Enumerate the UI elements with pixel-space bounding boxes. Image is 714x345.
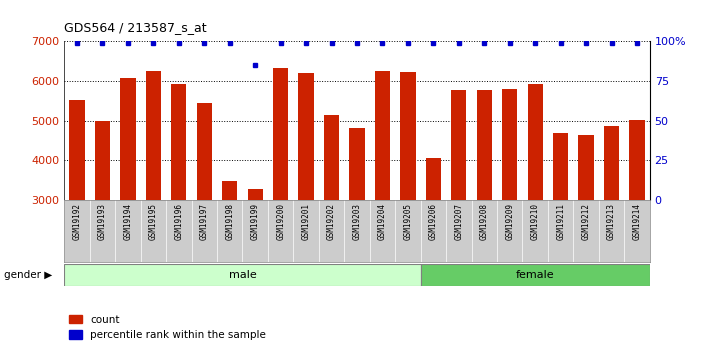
Bar: [298, 73, 313, 200]
Text: GSM19192: GSM19192: [73, 203, 81, 240]
Text: GSM19214: GSM19214: [633, 203, 641, 240]
Bar: [451, 90, 466, 200]
Text: gender ▶: gender ▶: [4, 270, 52, 280]
Text: GSM19202: GSM19202: [327, 203, 336, 240]
Text: GSM19210: GSM19210: [531, 203, 540, 240]
Text: GSM19213: GSM19213: [607, 203, 616, 240]
Bar: [196, 103, 212, 200]
Text: GSM19197: GSM19197: [200, 203, 208, 240]
Bar: [64, 264, 421, 286]
Legend: count, percentile rank within the sample: count, percentile rank within the sample: [69, 315, 266, 340]
Text: GSM19209: GSM19209: [506, 203, 514, 240]
Text: GSM19201: GSM19201: [301, 203, 311, 240]
Text: GSM19195: GSM19195: [149, 203, 158, 240]
Bar: [248, 189, 263, 200]
Bar: [604, 126, 619, 200]
Bar: [629, 120, 645, 200]
Bar: [477, 90, 492, 200]
Text: GSM19204: GSM19204: [378, 203, 387, 240]
Text: GSM19194: GSM19194: [124, 203, 132, 240]
Bar: [502, 89, 518, 200]
Text: male: male: [228, 270, 256, 280]
Text: GSM19211: GSM19211: [556, 203, 565, 240]
Text: GSM19203: GSM19203: [353, 203, 361, 240]
Text: GSM19205: GSM19205: [403, 203, 413, 240]
Text: GSM19198: GSM19198: [225, 203, 234, 240]
Text: GSM19207: GSM19207: [454, 203, 463, 240]
Bar: [273, 68, 288, 200]
Bar: [146, 71, 161, 200]
Bar: [95, 121, 110, 200]
Bar: [401, 72, 416, 200]
Text: GSM19208: GSM19208: [480, 203, 489, 240]
Text: GSM19199: GSM19199: [251, 203, 260, 240]
Bar: [426, 158, 441, 200]
Bar: [69, 100, 85, 200]
Bar: [171, 84, 186, 200]
Text: GSM19193: GSM19193: [98, 203, 107, 240]
Text: GSM19196: GSM19196: [174, 203, 183, 240]
Text: female: female: [516, 270, 555, 280]
Bar: [421, 264, 650, 286]
Text: GDS564 / 213587_s_at: GDS564 / 213587_s_at: [64, 21, 207, 34]
Bar: [120, 78, 136, 200]
Bar: [349, 128, 365, 200]
Text: GSM19206: GSM19206: [429, 203, 438, 240]
Bar: [222, 181, 237, 200]
Text: GSM19200: GSM19200: [276, 203, 285, 240]
Bar: [324, 115, 339, 200]
Bar: [528, 84, 543, 200]
Bar: [375, 71, 390, 200]
Bar: [578, 135, 594, 200]
Bar: [553, 134, 568, 200]
Text: GSM19212: GSM19212: [582, 203, 590, 240]
